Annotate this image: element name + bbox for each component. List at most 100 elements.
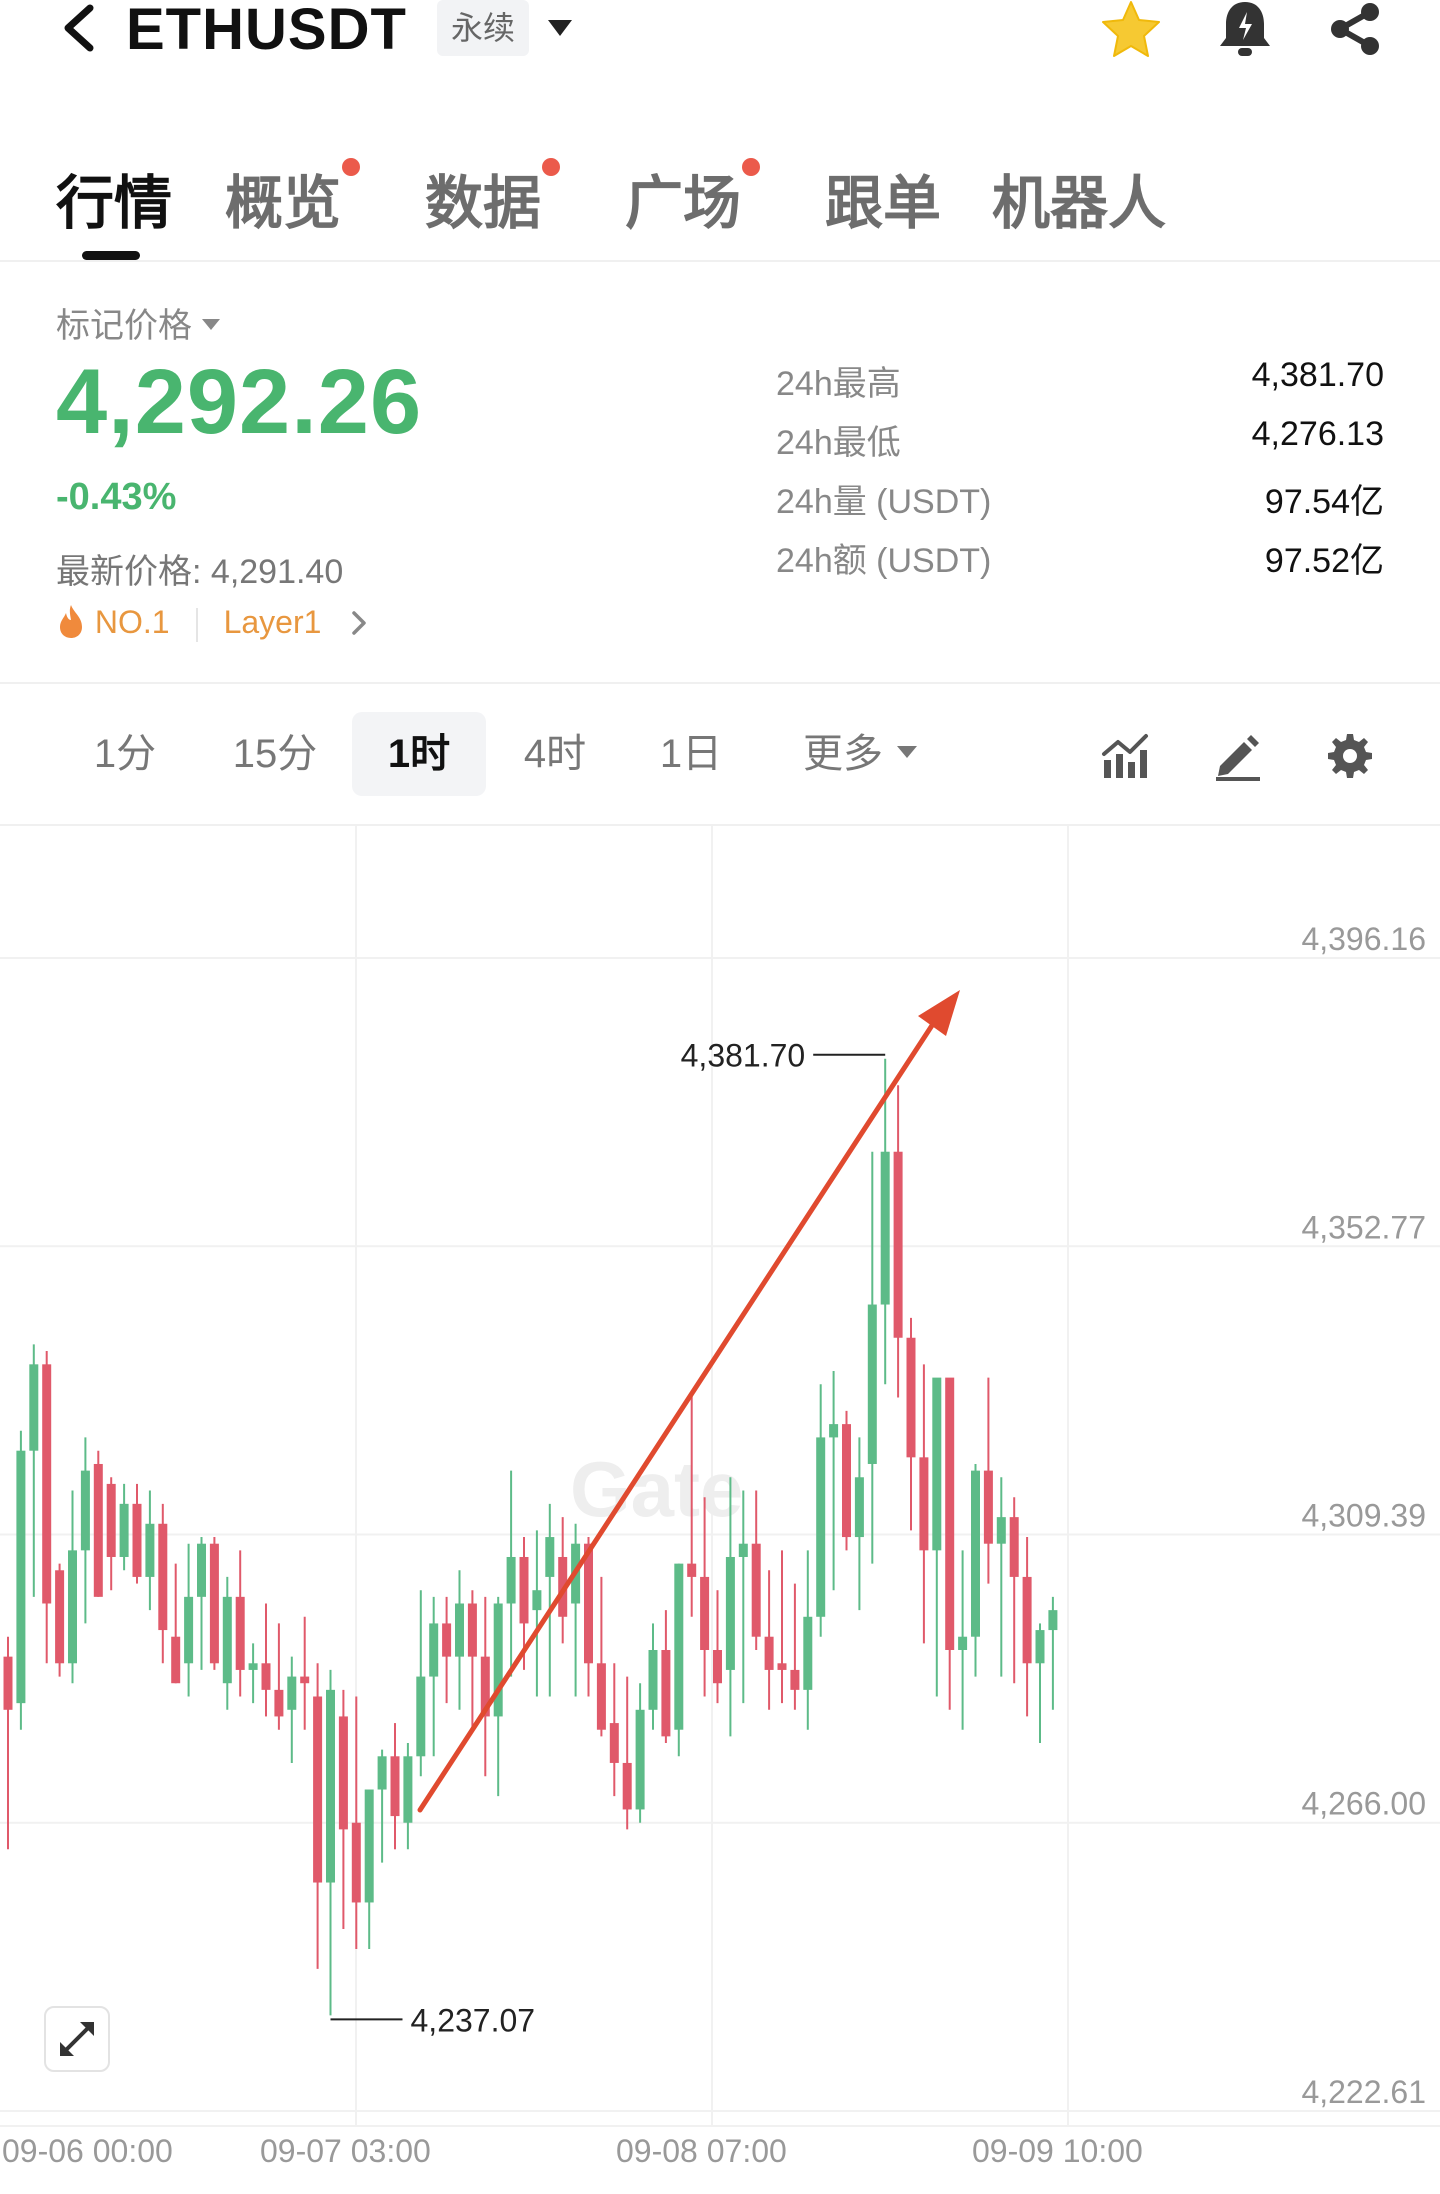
candle-body: [661, 1649, 671, 1737]
candle-body: [287, 1676, 297, 1710]
pencil-icon[interactable]: [1212, 730, 1264, 782]
candle-body: [842, 1424, 851, 1538]
symbol-title[interactable]: ETHUSDT: [126, 0, 407, 62]
candle-body: [545, 1537, 555, 1577]
candle-body: [442, 1623, 452, 1657]
candle-body: [674, 1563, 684, 1730]
candle-body: [777, 1663, 787, 1670]
candle-body: [983, 1470, 993, 1544]
active-tab-indicator: [82, 251, 140, 260]
candle-body: [55, 1570, 65, 1664]
stat-row-high: 24h最高 4,381.70: [776, 356, 1384, 415]
candle-body: [958, 1636, 968, 1650]
y-tick-label: 4,222.61: [1301, 2074, 1426, 2110]
candle-body: [919, 1457, 929, 1551]
candle-body: [390, 1756, 400, 1817]
candle-body: [480, 1656, 490, 1717]
back-icon[interactable]: [56, 2, 104, 54]
top-header: ETHUSDT 永续: [0, 0, 1440, 80]
candle-body: [906, 1337, 916, 1458]
candle-body: [467, 1603, 477, 1657]
candle-body: [816, 1437, 826, 1617]
candle-body: [725, 1556, 735, 1670]
x-tick-label: 09-09 10:00: [972, 2133, 1143, 2169]
candle-body: [893, 1151, 903, 1338]
candle-body: [648, 1649, 658, 1710]
trend-arrow-line: [417, 1001, 949, 1813]
candle-body: [235, 1596, 245, 1670]
candlestick-chart[interactable]: Gate 4,381.70 4,237.07 4,396.16 4,352.77 4,…: [0, 826, 1440, 2194]
mark-price-label: 标记价格: [56, 307, 192, 345]
gear-icon[interactable]: [1322, 730, 1374, 782]
tag-row: NO.1 Layer1: [56, 604, 369, 652]
stat-label: 24h额 (USDT): [776, 542, 992, 580]
candle-body: [29, 1364, 39, 1451]
timeframe-1d[interactable]: 1日: [659, 732, 723, 776]
chevron-right-icon[interactable]: [349, 608, 369, 638]
trend-arrow-head: [918, 990, 960, 1036]
tab-square[interactable]: 广场: [625, 171, 742, 236]
candle-body: [209, 1543, 219, 1664]
candle-body: [803, 1616, 813, 1690]
timeframe-1m[interactable]: 1分: [93, 732, 157, 776]
candle-body: [145, 1523, 155, 1577]
stat-value: 97.52亿: [1264, 542, 1384, 580]
sector-tag[interactable]: Layer1: [223, 604, 322, 640]
mark-price-selector[interactable]: 标记价格: [56, 298, 220, 347]
stat-value: 4,381.70: [1251, 356, 1384, 394]
last-price: 最新价格: 4,291.40: [56, 544, 343, 593]
candle-body: [416, 1676, 426, 1757]
candle-body: [1009, 1517, 1019, 1577]
candle-body: [326, 1689, 335, 1883]
tab-copy-trading[interactable]: 跟单: [825, 171, 942, 236]
chevron-down-icon[interactable]: [546, 18, 574, 38]
candle-body: [93, 1463, 103, 1597]
share-icon[interactable]: [1324, 0, 1386, 58]
candle-body: [313, 1696, 323, 1883]
stats-panel: 24h最高 4,381.70 24h最低 4,276.13 24h量 (USDT…: [776, 356, 1384, 592]
candle-body: [429, 1623, 439, 1677]
candle-body: [635, 1709, 645, 1810]
expand-chart-button[interactable]: [44, 2006, 110, 2072]
rank-tag[interactable]: NO.1: [94, 604, 170, 640]
bell-icon[interactable]: [1214, 0, 1276, 58]
price-chart[interactable]: Gate 4,381.70 4,237.07 4,396.16 4,352.77 4,…: [0, 826, 1440, 2194]
tab-overview[interactable]: 概览: [225, 171, 342, 236]
candle-body: [248, 1663, 258, 1670]
candle-body: [854, 1477, 864, 1538]
y-tick-label: 4,309.39: [1301, 1497, 1426, 1533]
tab-data[interactable]: 数据: [425, 171, 542, 236]
candle-body: [764, 1636, 774, 1670]
candle-body: [738, 1543, 748, 1557]
timeframe-bar: 1分 15分 1时 4时 1日 更多: [0, 700, 1440, 826]
tab-overview-dot: [342, 158, 360, 176]
stat-row-volume: 24h量 (USDT) 97.54亿: [776, 474, 1384, 533]
timeframe-more[interactable]: 更多: [790, 712, 930, 796]
last-price-value: 4,291.40: [210, 553, 344, 591]
candle-body: [3, 1656, 13, 1710]
tab-market[interactable]: 行情: [56, 171, 173, 236]
candle-body: [790, 1669, 800, 1690]
caret-down-icon: [202, 318, 220, 330]
candle-body: [184, 1596, 194, 1664]
timeframe-4h[interactable]: 4时: [523, 732, 587, 776]
stat-row-turnover: 24h额 (USDT) 97.52亿: [776, 533, 1384, 592]
timeframe-1h[interactable]: 1时: [352, 712, 486, 796]
star-icon[interactable]: [1100, 0, 1162, 58]
stat-label: 24h量 (USDT): [776, 483, 992, 521]
candle-body: [16, 1450, 26, 1704]
stat-value: 97.54亿: [1264, 483, 1384, 521]
watermark-text: Gate: [570, 1445, 743, 1533]
candle-body: [971, 1470, 980, 1637]
tab-square-dot: [742, 158, 760, 176]
candle-body: [377, 1756, 387, 1790]
timeframe-15m[interactable]: 15分: [232, 732, 318, 776]
tab-bots[interactable]: 机器人: [992, 171, 1167, 236]
y-tick-label: 4,266.00: [1301, 1786, 1426, 1822]
y-tick-label: 4,352.77: [1301, 1209, 1426, 1245]
indicator-icon[interactable]: [1100, 730, 1152, 782]
x-tick-label: 09-08 07:00: [616, 2133, 787, 2169]
candle-body: [364, 1789, 374, 1903]
main-tabs: 行情 概览 数据 广场 跟单 机器人: [0, 150, 1440, 262]
candle-body: [1048, 1610, 1058, 1631]
